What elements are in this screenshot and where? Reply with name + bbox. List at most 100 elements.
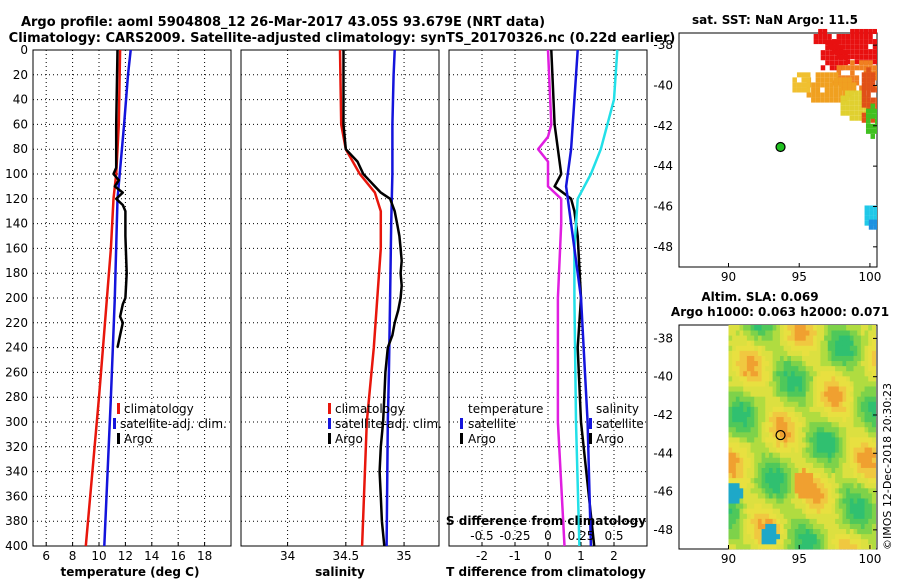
sla-cell xyxy=(857,508,862,514)
sla-cell xyxy=(732,437,737,443)
sla-cell xyxy=(783,447,788,453)
sla-cell xyxy=(868,518,873,524)
sla-cell xyxy=(776,365,781,372)
sla-cell xyxy=(827,467,832,474)
sla-cell xyxy=(827,381,832,387)
sla-cell xyxy=(860,533,865,540)
sst-cell xyxy=(815,82,821,88)
sla-cell xyxy=(743,330,748,336)
sla-cell xyxy=(772,416,777,423)
sla-cell xyxy=(820,498,825,504)
sla-cell xyxy=(813,431,818,438)
sla-cell xyxy=(835,375,840,382)
sla-cell xyxy=(864,421,869,428)
sla-cell xyxy=(835,426,840,433)
sla-cell xyxy=(743,447,748,453)
sla-cell xyxy=(798,345,803,351)
sla-cell xyxy=(791,447,796,453)
sla-cell xyxy=(871,447,876,453)
sla-cell xyxy=(765,375,770,382)
sla-cell xyxy=(761,487,766,494)
sla-cell xyxy=(791,467,796,474)
sst-cell xyxy=(866,87,871,93)
sla-cell xyxy=(735,406,740,412)
sla-cell xyxy=(864,426,869,433)
sla-cell xyxy=(835,325,840,331)
sla-cell xyxy=(849,345,854,351)
sla-cell xyxy=(794,325,799,331)
sst-cell xyxy=(854,100,859,106)
sst-cell xyxy=(801,72,807,78)
sla-cell xyxy=(838,513,843,519)
sla-cell xyxy=(735,330,740,336)
map-x-tick-label: 90 xyxy=(721,552,736,566)
y-tick-label: 280 xyxy=(5,390,28,404)
sla-cell xyxy=(761,355,766,362)
sla-cell xyxy=(739,508,744,514)
sst-cell xyxy=(845,34,851,40)
sla-cell xyxy=(802,493,807,499)
sla-cell xyxy=(864,355,869,362)
sla-cell xyxy=(846,543,851,550)
sla-cell xyxy=(761,452,766,458)
sla-cell xyxy=(842,528,847,535)
sla-cell xyxy=(857,375,862,382)
sla-cell xyxy=(827,406,832,412)
sla-cell xyxy=(765,523,770,530)
sst-cell xyxy=(854,110,859,116)
sst-cell xyxy=(820,82,825,88)
sla-cell xyxy=(746,391,751,397)
sla-cell xyxy=(765,452,770,458)
sla-cell xyxy=(813,513,818,519)
sst-cell xyxy=(815,87,821,93)
sla-cell xyxy=(735,482,740,489)
sla-cell xyxy=(732,396,737,402)
sla-cell xyxy=(732,518,737,524)
x-tick-label: 1 xyxy=(577,549,585,563)
sla-cell xyxy=(842,421,847,428)
sla-cell xyxy=(743,457,748,463)
sla-cell xyxy=(820,513,825,519)
sla-cell xyxy=(761,416,766,423)
sla-cell xyxy=(853,472,858,479)
sla-cell xyxy=(746,503,751,509)
sla-cell xyxy=(757,416,762,423)
sla-cell xyxy=(791,391,796,397)
sla-cell xyxy=(813,325,818,331)
sla-cell xyxy=(802,437,807,443)
sla-cell xyxy=(816,452,821,458)
sla-cell xyxy=(776,462,781,468)
sla-cell xyxy=(802,503,807,509)
sla-cell xyxy=(813,467,818,474)
sla-cell xyxy=(816,335,821,341)
sla-cell xyxy=(831,533,836,540)
sla-cell xyxy=(820,370,825,377)
sla-cell xyxy=(802,508,807,514)
difference-x-ticks: -2 -1 0 1 2 xyxy=(476,542,618,563)
sla-cell xyxy=(824,477,829,484)
sla-cell xyxy=(772,350,777,356)
sla-cell xyxy=(813,335,818,341)
sla-cell xyxy=(772,457,777,463)
sst-cell xyxy=(815,97,821,103)
sla-cell xyxy=(835,365,840,372)
sla-cell xyxy=(809,401,814,407)
sla-cell xyxy=(860,523,865,530)
sla-cell xyxy=(802,355,807,362)
sla-cell xyxy=(871,396,876,402)
sla-map-panel: Altim. SLA: 0.069 Argo h1000: 0.063 h200… xyxy=(653,290,889,566)
sst-cell xyxy=(811,97,816,103)
sla-cell xyxy=(746,421,751,428)
sla-cell xyxy=(827,386,832,392)
sla-cell xyxy=(739,375,744,382)
sla-cell xyxy=(798,360,803,367)
sla-cell xyxy=(849,350,854,356)
series-line-climatology xyxy=(84,49,122,547)
sst-cell xyxy=(872,59,877,65)
sla-cell xyxy=(779,493,785,499)
sla-cell xyxy=(846,370,851,377)
sla-cell xyxy=(868,452,873,458)
sla-cell xyxy=(816,350,821,356)
sla-cell xyxy=(783,355,788,362)
sla-cell xyxy=(864,375,869,382)
